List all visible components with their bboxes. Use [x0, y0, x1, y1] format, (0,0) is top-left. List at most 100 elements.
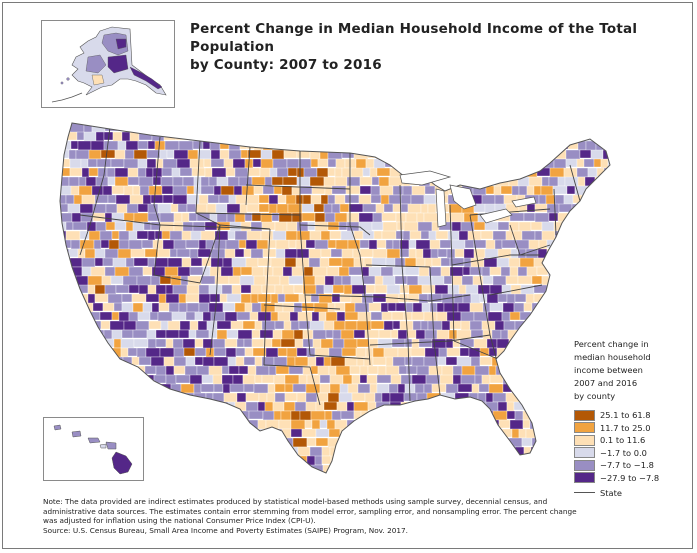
county-cell: [245, 392, 260, 402]
county-cell: [468, 131, 482, 143]
county-cell: [412, 302, 423, 313]
county-cell: [364, 392, 376, 404]
county-cell: [595, 221, 610, 233]
county-cell: [60, 410, 68, 422]
county-cell: [346, 212, 360, 224]
county-cell: [255, 365, 270, 377]
county-cell: [435, 230, 449, 240]
county-cell: [284, 140, 293, 150]
county-cell: [240, 428, 251, 439]
county-cell: [552, 302, 561, 314]
county-cell: [154, 401, 169, 411]
county-cell: [163, 356, 175, 368]
county-cell: [263, 266, 274, 277]
county-cell: [306, 347, 316, 359]
county-cell: [60, 320, 71, 331]
county-cell: [93, 239, 102, 250]
county-cell: [167, 320, 181, 331]
county-cell: [336, 401, 348, 412]
county-cell: [288, 239, 297, 249]
county-cell: [485, 239, 496, 251]
county-cell: [451, 221, 462, 232]
county-cell: [273, 374, 286, 385]
county-cell: [311, 311, 320, 323]
county-cell: [405, 212, 418, 224]
county-cell: [217, 419, 226, 429]
county-cell: [376, 167, 391, 177]
county-cell: [136, 401, 145, 411]
county-cell: [504, 131, 518, 142]
county-cell: [113, 365, 124, 375]
county-cell: [60, 365, 70, 376]
county-cell: [233, 185, 243, 196]
county-cell: [395, 123, 410, 134]
county-cell: [332, 284, 345, 294]
county-cell: [392, 410, 402, 421]
county-cell: [611, 123, 621, 131]
county-cell: [221, 284, 233, 295]
county-cell: [68, 374, 80, 386]
county-cell: [588, 275, 601, 285]
county-cell: [334, 302, 346, 312]
county-cell: [311, 419, 321, 430]
county-cell: [507, 455, 523, 466]
county-cell: [312, 266, 328, 278]
county-cell: [457, 123, 468, 134]
county-cell: [604, 203, 610, 214]
county-cell: [429, 239, 441, 250]
county-cell: [193, 383, 202, 395]
county-cell: [603, 239, 610, 249]
county-cell: [171, 464, 187, 473]
county-cell: [291, 212, 303, 223]
county-cell: [308, 248, 322, 260]
county-cell: [481, 266, 491, 277]
county-cell: [488, 446, 504, 457]
county-cell: [290, 455, 300, 467]
county-cell: [195, 455, 204, 467]
county-cell: [488, 347, 498, 357]
county-cell: [142, 266, 153, 276]
county-cell: [76, 320, 90, 330]
county-cell: [187, 455, 197, 467]
county-cell: [289, 446, 299, 457]
county-cell: [378, 329, 392, 339]
county-cell: [376, 383, 390, 395]
legend-swatch: [574, 459, 595, 471]
county-cell: [100, 239, 110, 249]
county-cell: [123, 185, 134, 197]
county-cell: [491, 455, 501, 466]
county-cell: [150, 410, 160, 420]
county-cell: [382, 275, 396, 287]
county-cell: [358, 194, 372, 206]
county-cell: [117, 123, 127, 132]
county-cell: [427, 203, 437, 215]
county-cell: [392, 320, 401, 330]
county-cell: [309, 320, 325, 332]
county-cell: [509, 140, 518, 151]
county-cell: [246, 194, 260, 205]
county-cell: [252, 158, 262, 168]
county-cell: [165, 329, 180, 339]
legend-state-label: State: [600, 487, 622, 498]
county-cell: [351, 374, 361, 385]
county-cell: [560, 365, 571, 377]
county-cell: [69, 383, 84, 395]
county-cell: [157, 311, 173, 322]
county-cell: [501, 356, 513, 367]
county-cell: [70, 239, 81, 250]
county-cell: [578, 284, 590, 294]
county-cell: [101, 419, 117, 431]
county-cell: [480, 176, 496, 186]
county-cell: [358, 212, 374, 223]
county-cell: [131, 383, 140, 393]
county-cell: [482, 474, 489, 484]
county-cell: [110, 275, 124, 285]
county-cell: [417, 131, 431, 143]
county-cell: [386, 131, 396, 141]
county-cell: [296, 167, 305, 179]
county-cell: [368, 338, 379, 349]
county-cell: [144, 437, 156, 448]
county-cell: [123, 320, 137, 331]
county-cell: [455, 455, 471, 465]
county-cell: [440, 266, 451, 278]
